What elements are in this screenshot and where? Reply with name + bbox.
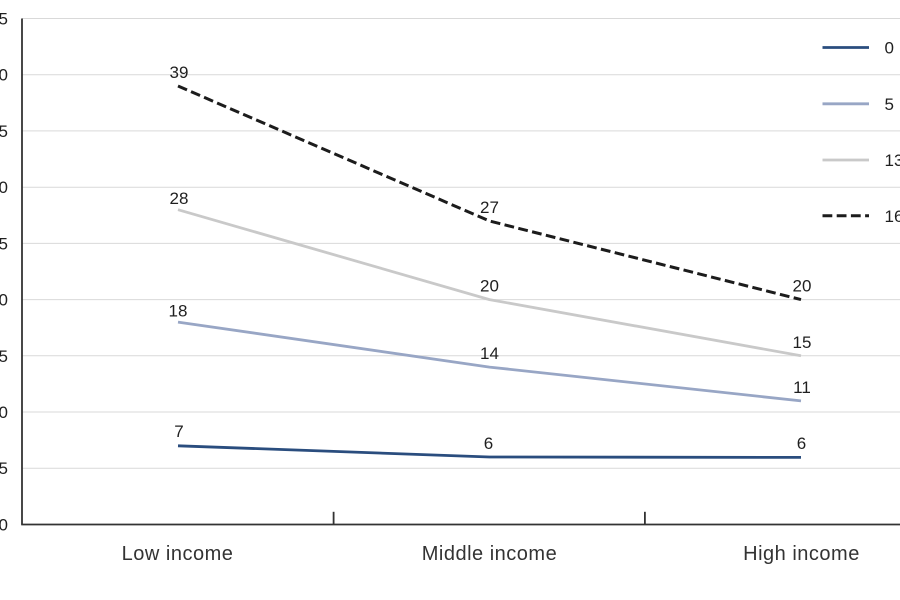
svg-text:20: 20 — [0, 291, 8, 310]
svg-text:20: 20 — [480, 277, 499, 296]
svg-text:28: 28 — [170, 189, 189, 208]
svg-text:0: 0 — [0, 516, 8, 535]
svg-text:27: 27 — [480, 198, 499, 217]
svg-text:6: 6 — [797, 434, 806, 453]
svg-text:11: 11 — [793, 378, 811, 397]
svg-text:13: 13 — [885, 151, 900, 170]
svg-text:15: 15 — [793, 333, 812, 352]
svg-text:14: 14 — [480, 344, 499, 363]
svg-text:16: 16 — [885, 207, 900, 226]
svg-text:39: 39 — [170, 63, 189, 82]
svg-text:7: 7 — [174, 422, 183, 441]
svg-text:45: 45 — [0, 10, 8, 29]
svg-text:5: 5 — [0, 459, 8, 478]
svg-text:5: 5 — [885, 95, 894, 114]
svg-text:0: 0 — [885, 39, 894, 58]
svg-text:15: 15 — [0, 347, 8, 366]
svg-text:Middle income: Middle income — [422, 543, 557, 565]
svg-text:High income: High income — [743, 543, 860, 565]
svg-text:Low income: Low income — [122, 543, 234, 565]
svg-text:25: 25 — [0, 234, 8, 253]
svg-text:18: 18 — [169, 301, 188, 320]
svg-text:30: 30 — [0, 178, 8, 197]
svg-text:35: 35 — [0, 122, 8, 141]
svg-text:10: 10 — [0, 403, 8, 422]
svg-text:20: 20 — [793, 277, 812, 296]
svg-text:6: 6 — [484, 434, 493, 453]
svg-text:40: 40 — [0, 66, 8, 85]
